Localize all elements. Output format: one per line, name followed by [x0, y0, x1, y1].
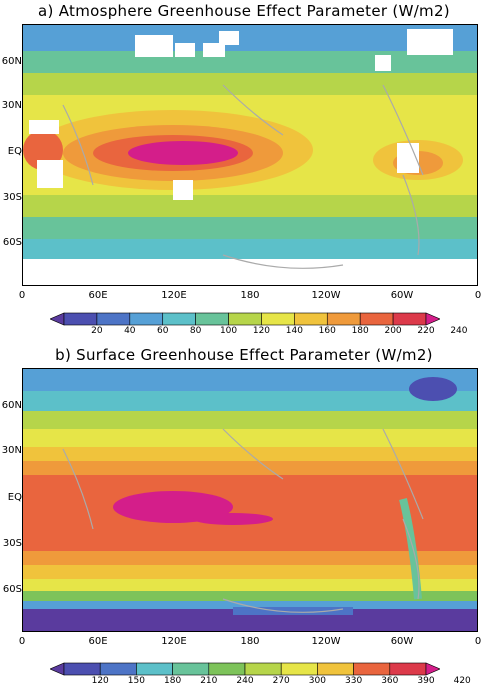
panel-title-surface: b) Surface Greenhouse Effect Parameter (…	[55, 346, 433, 364]
colorbar-segment	[50, 662, 65, 676]
colorbar-segment	[425, 662, 440, 676]
lon-label-60e: 60E	[88, 290, 108, 301]
lat-label-60n-b: 60N	[1, 400, 22, 411]
colorbar-tick-label: 330	[345, 676, 363, 686]
colorbar-segment	[208, 662, 246, 676]
panel-surface: b) Surface Greenhouse Effect Parameter (…	[0, 342, 488, 686]
colorbar-segment	[96, 312, 131, 326]
lat-label-30s: 30S	[2, 192, 22, 203]
colorbar-segment	[317, 662, 354, 676]
colorbar-segment	[389, 662, 427, 676]
lon-label-120w: 120W	[311, 290, 341, 301]
lat-label-eq-b: EQ	[7, 492, 22, 503]
colorbar-tick-label: 360	[381, 676, 399, 686]
lat-label-60s-b: 60S	[2, 584, 22, 595]
lon-label-0: 0	[18, 290, 26, 301]
colorbar-tick-label: 40	[124, 326, 136, 336]
colorbar-segment	[353, 662, 391, 676]
lon-label-120e-b: 120E	[161, 636, 187, 647]
colorbar-atmosphere	[50, 312, 440, 326]
colorbar-tick-label: 100	[219, 326, 238, 336]
colorbar-tick-label: 240	[450, 326, 468, 336]
colorbar-segment	[244, 662, 282, 676]
lat-label-eq: EQ	[7, 146, 22, 157]
lat-label-60s: 60S	[2, 237, 22, 248]
lon-label-120e: 120E	[161, 290, 187, 301]
lon-label-60e-b: 60E	[88, 636, 108, 647]
colorbar-tick-label: 300	[308, 676, 326, 686]
colorbar-segment	[172, 662, 210, 676]
lon-label-0-east: 0	[474, 290, 482, 301]
colorbar-segment	[99, 662, 137, 676]
colorbar-tick-label: 120	[252, 326, 271, 336]
lat-label-30n: 30N	[1, 100, 22, 111]
colorbar-segment	[63, 662, 101, 676]
colorbar-tick-label: 210	[200, 676, 218, 686]
colorbar-segment	[261, 312, 295, 326]
lat-label-60n: 60N	[1, 56, 22, 67]
colorbar-segment	[195, 312, 229, 326]
colorbar-segment	[359, 312, 394, 326]
colorbar-tick-label: 120	[91, 676, 109, 686]
colorbar-tick-label: 80	[189, 326, 202, 336]
colorbar-tick-label: 150	[127, 676, 145, 686]
colorbar-tick-label: 270	[272, 676, 290, 686]
colorbar-tick-label: 180	[351, 326, 369, 336]
lon-label-0-east-b: 0	[474, 636, 482, 647]
map-surface	[22, 368, 478, 632]
lon-label-0-b: 0	[18, 636, 26, 647]
colorbar-tick-label: 220	[417, 326, 435, 336]
colorbar-segment	[294, 312, 328, 326]
map-surface-canvas	[23, 369, 477, 631]
colorbar-segment	[129, 312, 164, 326]
colorbar-segment	[425, 312, 440, 326]
colorbar-tick-label: 200	[384, 326, 402, 336]
colorbar-tick-label: 420	[453, 676, 471, 686]
panel-title-atmosphere: a) Atmosphere Greenhouse Effect Paramete…	[38, 2, 450, 20]
colorbar-segment	[50, 312, 65, 326]
colorbar-tick-label: 160	[318, 326, 336, 336]
lon-label-120w-b: 120W	[311, 636, 341, 647]
colorbar-segment	[326, 312, 361, 326]
lat-label-30s-b: 30S	[2, 538, 22, 549]
colorbar-tick-label: 390	[417, 676, 435, 686]
lat-label-30n-b: 30N	[1, 445, 22, 456]
lon-label-180-b: 180	[240, 636, 260, 647]
colorbar-tick-label: 180	[164, 676, 182, 686]
colorbar-segment	[392, 312, 427, 326]
colorbar-tick-label: 60	[156, 326, 169, 336]
colorbar-segment	[280, 662, 318, 676]
lon-label-60w: 60W	[390, 290, 414, 301]
map-atmosphere	[22, 24, 478, 286]
colorbar-tick-label: 140	[285, 326, 303, 336]
colorbar-segment	[162, 312, 196, 326]
panel-atmosphere: a) Atmosphere Greenhouse Effect Paramete…	[0, 0, 488, 342]
lon-label-180: 180	[240, 290, 260, 301]
colorbar-tick-label: 20	[91, 326, 103, 336]
map-atmosphere-canvas	[23, 25, 477, 285]
colorbar-segment	[136, 662, 173, 676]
colorbar-surface	[50, 662, 440, 676]
lon-label-60w-b: 60W	[390, 636, 414, 647]
colorbar-tick-label: 240	[236, 676, 254, 686]
colorbar-segment	[63, 312, 98, 326]
colorbar-segment	[228, 312, 262, 326]
